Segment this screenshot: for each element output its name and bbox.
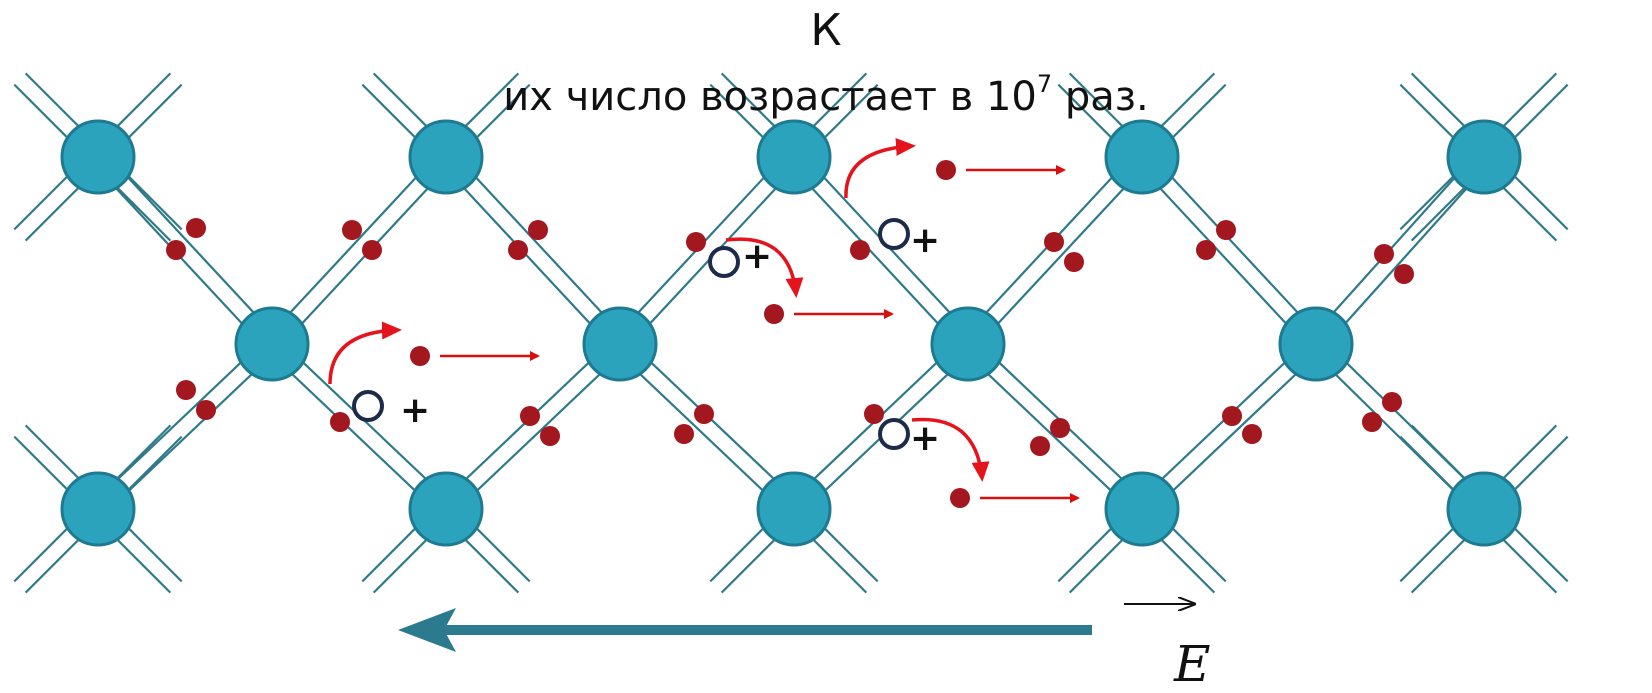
electron-jump-arrow: [911, 417, 990, 482]
atom: [408, 119, 484, 195]
atom: [60, 471, 136, 547]
electron: [1050, 418, 1070, 438]
electron: [1064, 252, 1084, 272]
electron: [1394, 264, 1414, 284]
electron: [362, 240, 382, 260]
electron: [342, 220, 362, 240]
bond-line: [1309, 150, 1479, 340]
hole-charge-label: +: [910, 220, 940, 261]
bond-line: [265, 150, 441, 340]
bond-line: [1147, 150, 1323, 340]
bond-line: [613, 349, 790, 516]
hole: [352, 390, 384, 422]
electron: [508, 240, 528, 260]
electron: [1362, 412, 1382, 432]
electron: [196, 400, 216, 420]
electron: [1242, 424, 1262, 444]
electron: [674, 424, 694, 444]
electron: [1030, 436, 1050, 456]
electron-jump-arrow: [725, 237, 804, 298]
atom: [60, 119, 136, 195]
atom: [1446, 119, 1522, 195]
electron: [850, 240, 870, 260]
electron: [1222, 406, 1242, 426]
electron: [686, 232, 706, 252]
electron: [166, 240, 186, 260]
electric-field-arrow: [398, 604, 1194, 652]
bond-line: [1321, 161, 1491, 351]
bond-line: [450, 349, 627, 516]
free-electron: [410, 346, 430, 366]
field-arrow-head: [398, 608, 456, 652]
bond-line: [1135, 161, 1311, 351]
electron: [694, 404, 714, 424]
atom: [1104, 119, 1180, 195]
bond-line: [439, 161, 615, 351]
atom: [582, 306, 658, 382]
bond-line: [973, 161, 1149, 351]
electron: [1044, 232, 1064, 252]
electron: [1374, 244, 1394, 264]
atom: [1446, 471, 1522, 547]
free-electron: [950, 488, 970, 508]
atom: [756, 471, 832, 547]
hole: [878, 218, 910, 250]
electron: [176, 380, 196, 400]
atom: [930, 306, 1006, 382]
lattice-atoms: [60, 119, 1522, 547]
heading-line2-text: их число возрастает в 10: [503, 74, 1037, 120]
hole: [708, 246, 740, 278]
atom: [408, 471, 484, 547]
free-carriers: ++ ++: [328, 137, 1080, 508]
electron: [1216, 220, 1236, 240]
bound-electrons: [166, 218, 1414, 456]
electron: [528, 220, 548, 240]
atom: [1278, 306, 1354, 382]
hole-charge-label: +: [400, 390, 430, 431]
bond-line: [265, 349, 442, 516]
hole: [878, 418, 910, 450]
bond-line: [624, 337, 801, 504]
heading-line2-suffix: раз.: [1052, 74, 1149, 120]
atom: [234, 306, 310, 382]
bond-line: [1146, 349, 1323, 516]
electron: [864, 404, 884, 424]
free-electron: [764, 304, 784, 324]
electron: [520, 406, 540, 426]
bond-line: [103, 150, 279, 340]
electron: [540, 426, 560, 446]
electron-jump-arrow: [844, 137, 916, 199]
atom: [756, 119, 832, 195]
electron-jump-arrow: [328, 321, 402, 385]
bond-line: [787, 161, 963, 351]
bond-line: [961, 349, 1138, 516]
heading-line2: их число возрастает в 107 раз.: [0, 72, 1652, 122]
free-electron: [936, 160, 956, 180]
electron: [1382, 392, 1402, 412]
hole-charge-label: +: [910, 418, 940, 459]
field-label: E: [1174, 635, 1211, 693]
electron: [330, 412, 350, 432]
electron: [186, 218, 206, 238]
heading-line2-exponent: 7: [1036, 70, 1053, 98]
electron: [1196, 240, 1216, 260]
bond-line: [451, 150, 627, 340]
atom: [1104, 471, 1180, 547]
heading-line1: К: [810, 5, 842, 56]
